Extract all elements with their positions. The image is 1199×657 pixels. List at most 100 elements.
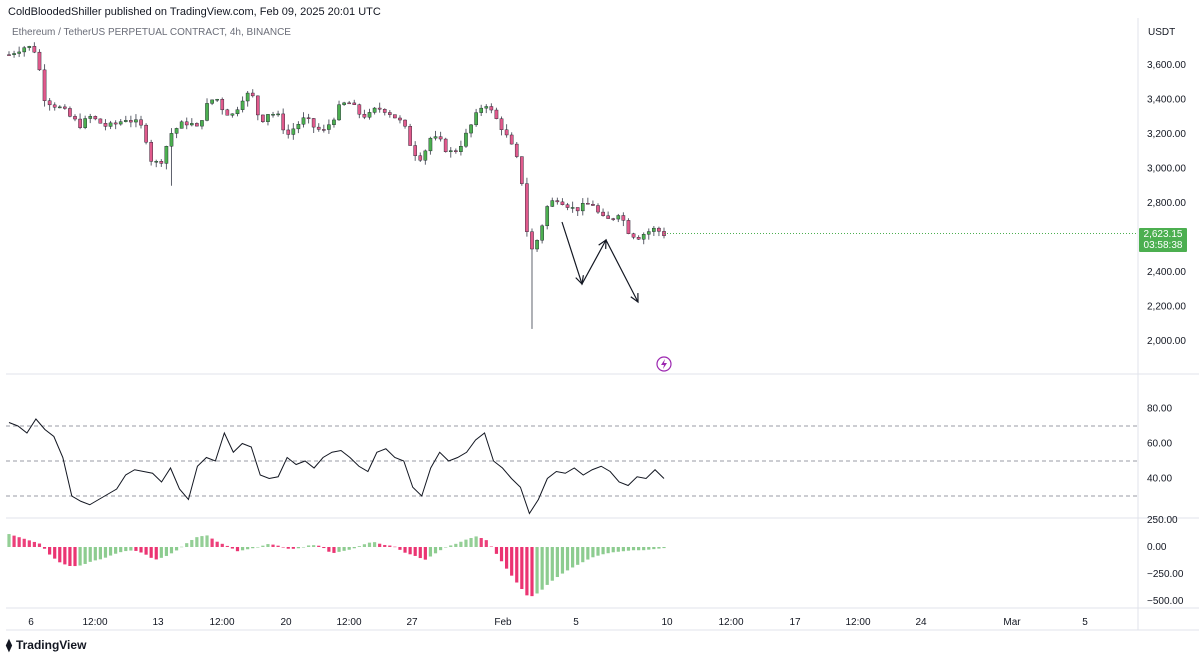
osc-tick-label: 60.00	[1147, 439, 1172, 450]
histogram-bar	[17, 537, 21, 547]
brand-name: TradingView	[15, 638, 87, 652]
candle-body	[494, 109, 499, 119]
candle-body	[261, 114, 265, 122]
symbol-info[interactable]: Ethereum / TetherUS PERPETUAL CONTRACT, …	[12, 27, 291, 38]
histogram-bar	[489, 546, 493, 547]
candle-body	[504, 129, 509, 136]
candle-body	[580, 203, 585, 212]
candle-body	[88, 116, 93, 119]
candle-body	[327, 124, 331, 130]
histogram-bar	[626, 547, 631, 551]
candle-body	[652, 227, 656, 232]
x-tick-label: Mar	[1003, 617, 1021, 628]
histogram-bar	[586, 547, 590, 560]
histogram-bar	[571, 547, 575, 568]
candle-body	[611, 218, 616, 220]
histogram-bar	[342, 547, 346, 551]
histogram-bar	[367, 542, 372, 547]
candles-layer	[7, 42, 1138, 329]
hist-tick-label: 0.00	[1147, 542, 1167, 553]
histogram-bar	[276, 545, 280, 547]
candle-body	[225, 109, 230, 116]
candle-body	[646, 231, 651, 235]
candle-body	[454, 150, 458, 152]
histogram-bar	[378, 543, 382, 547]
candle-body	[337, 104, 341, 121]
candle-body	[342, 102, 346, 105]
candle-body	[509, 134, 514, 145]
histogram-bar	[7, 534, 11, 547]
drawing-annotation[interactable]	[561, 221, 672, 372]
histogram-bar	[418, 547, 422, 559]
hist-tick-label: −500.00	[1147, 596, 1184, 607]
x-tick-label: Feb	[494, 617, 512, 628]
candle-body	[591, 204, 595, 206]
candle-body	[469, 124, 473, 134]
candle-body	[144, 124, 148, 143]
candle-body	[37, 51, 42, 71]
price-tick-label: 2,000.00	[1147, 336, 1186, 347]
histogram-bar	[317, 545, 321, 547]
candle-body	[108, 122, 113, 127]
candle-body	[575, 207, 580, 212]
last-price-badge: 2,623.15 03:58:38	[1139, 228, 1187, 252]
histogram-bar	[555, 547, 559, 578]
candle-body	[7, 54, 11, 56]
histogram-bar	[83, 547, 87, 564]
x-tick-label: 20	[280, 617, 292, 628]
histogram-bar	[352, 547, 356, 549]
histogram-bar	[515, 547, 519, 583]
histogram-bar	[235, 547, 240, 552]
candle-body	[129, 120, 133, 123]
candle-body	[123, 120, 128, 122]
histogram-bar	[78, 547, 82, 566]
histogram-bar	[550, 547, 554, 581]
histogram-bar	[58, 547, 62, 563]
histogram-bar	[423, 547, 427, 560]
histogram-bar	[428, 547, 433, 557]
histogram-bar	[225, 545, 229, 547]
histogram-bar	[98, 547, 102, 560]
candle-body	[286, 129, 291, 135]
candle-body	[12, 53, 16, 55]
candle-body	[357, 104, 362, 115]
histogram-bar	[22, 538, 26, 547]
x-tick-label: 12:00	[336, 617, 361, 628]
candle-body	[149, 142, 153, 162]
histogram-bar	[230, 547, 235, 549]
histogram-bar	[499, 547, 504, 562]
x-tick-label: 12:00	[845, 617, 870, 628]
histogram-bar	[652, 547, 656, 550]
candle-body	[388, 112, 392, 115]
histogram-bar	[301, 547, 306, 548]
candle-body	[433, 136, 438, 139]
candle-body	[301, 117, 306, 125]
histogram-bar	[530, 547, 534, 597]
footer-brand[interactable]: ⧫ TradingView	[6, 638, 86, 652]
price-tick-label: 3,600.00	[1147, 60, 1186, 71]
histogram-bar	[53, 547, 57, 559]
histogram-bar	[469, 538, 473, 547]
histogram-bar	[642, 547, 646, 551]
histogram-bar	[581, 547, 585, 563]
price-tick-label: 2,400.00	[1147, 267, 1186, 278]
histogram-bar	[149, 547, 153, 558]
histogram-bar	[454, 543, 458, 547]
candle-body	[68, 108, 72, 117]
candle-body	[154, 161, 159, 163]
osc-tick-label: 80.00	[1147, 404, 1172, 415]
histogram-bar	[504, 547, 509, 569]
candle-body	[245, 92, 250, 102]
candle-body	[499, 118, 504, 131]
histogram-bar	[347, 547, 351, 550]
candle-body	[47, 100, 52, 106]
currency-label[interactable]: USDT	[1148, 27, 1176, 38]
candle-body	[423, 150, 428, 161]
candle-body	[403, 119, 407, 127]
candle-body	[448, 150, 453, 153]
candle-body	[32, 46, 37, 53]
candle-body	[586, 203, 590, 205]
candle-body	[103, 123, 108, 127]
histogram-bar	[362, 544, 367, 547]
